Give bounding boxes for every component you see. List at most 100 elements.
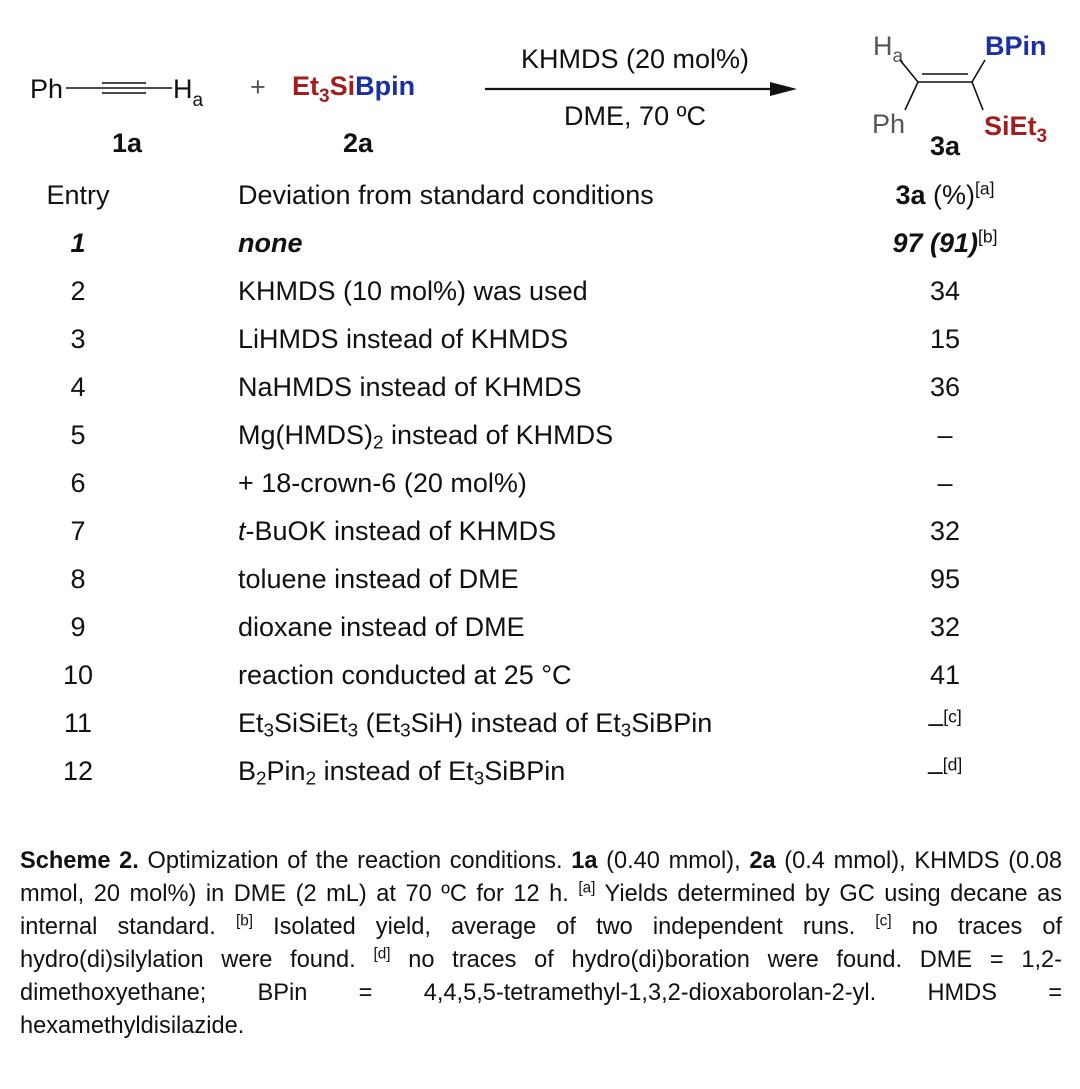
entry-number: 8 (70, 564, 86, 594)
yield-number: – (937, 468, 953, 498)
yield-value: 36 (860, 372, 1030, 403)
caption-text: no traces of hydro(di)boration were foun… (20, 947, 1063, 1039)
yield-value: –[d] (860, 756, 1030, 787)
scheme-caption: Scheme 2. Optimization of the reaction c… (20, 845, 1062, 1043)
yield-value: 32 (860, 612, 1030, 643)
entry-number: 1 (70, 228, 86, 258)
caption-text: (0.4 mmol), KHMDS (0.08 mmol, 20 mol%) i… (20, 848, 1062, 907)
deviation-text: dioxane instead of DME (238, 612, 525, 643)
header-entry: Entry (46, 180, 110, 210)
subscript: 2 (256, 768, 267, 790)
deviation-text: none (238, 228, 303, 259)
compound-label-3a: 3a (930, 131, 961, 161)
text-segment: SiH) instead of Et (410, 708, 621, 738)
table-row: 8 toluene instead of DME 95 (0, 564, 1080, 612)
bold-text: Scheme 2. (20, 848, 139, 874)
deviation-text: B2Pin2 instead of Et3SiBPin (238, 756, 566, 790)
footnote-mark: [c] (875, 912, 892, 930)
product-siet3: SiEt3 (984, 111, 1047, 147)
yield-value: 95 (860, 564, 1030, 595)
entry-number: 6 (70, 468, 86, 498)
plus-sign: + (250, 72, 266, 102)
entry-number: 12 (62, 756, 94, 786)
reactant2-formula: Et3SiBpin (292, 71, 415, 107)
yield-value: 32 (860, 516, 1030, 547)
table-row: 5 Mg(HMDS)2 instead of KHMDS – (0, 420, 1080, 468)
table-header: Entry Deviation from standard conditions… (0, 180, 1080, 228)
reaction-scheme: Ph Ha 1a + Et3SiBpin 2a KHMDS (20 mol%) … (30, 31, 1047, 161)
yield-number: 95 (929, 564, 961, 594)
subscript: 3 (263, 720, 275, 742)
caption-text: (0.40 mmol), (597, 848, 750, 874)
yield-number: – (928, 708, 944, 738)
text-segment: instead of KHMDS (383, 420, 614, 450)
table-row: 12 B2Pin2 instead of Et3SiBPin –[d] (0, 756, 1080, 804)
yield-number: 36 (929, 372, 961, 402)
yield-value: 97 (91)[b] (860, 228, 1030, 259)
table-row: 11 Et3SiSiEt3 (Et3SiH) instead of Et3SiBP… (0, 708, 1080, 756)
deviation-text: toluene instead of DME (238, 564, 519, 595)
subscript: 3 (620, 720, 632, 742)
text-segment: SiBPin (484, 756, 566, 786)
entry-number: 4 (70, 372, 86, 402)
header-yield: 3a (%)[a] (895, 178, 995, 210)
text-segment: Pin (266, 756, 306, 786)
italic-text: t (238, 516, 246, 546)
yield-number: 41 (929, 660, 961, 690)
footnote-mark: [a] (578, 879, 596, 897)
caption-text: Isolated yield, average of two independe… (252, 914, 876, 940)
subscript: 2 (305, 768, 317, 790)
yield-value: 41 (860, 660, 1030, 691)
footnote-mark: [b] (978, 226, 998, 247)
text-segment: toluene instead of DME (238, 564, 519, 594)
text-segment: + 18-crown-6 (20 mol%) (238, 468, 527, 498)
table-row: 6 + 18-crown-6 (20 mol%) – (0, 468, 1080, 516)
product-bpin: BPin (985, 31, 1047, 61)
text-segment: none (238, 228, 303, 258)
reaction-arrow (485, 82, 797, 96)
deviation-text: KHMDS (10 mol%) was used (238, 276, 588, 307)
compound-label-2a: 2a (343, 128, 374, 158)
text-segment: -BuOK instead of KHMDS (245, 516, 557, 546)
caption-text: Optimization of the reaction conditions. (138, 848, 572, 874)
text-segment: B (238, 756, 257, 786)
deviation-text: NaHMDS instead of KHMDS (238, 372, 582, 403)
entry-number: 11 (63, 708, 93, 738)
text-segment: dioxane instead of DME (238, 612, 525, 642)
subscript: 3 (400, 720, 411, 742)
yield-number: – (927, 756, 943, 786)
deviation-text: + 18-crown-6 (20 mol%) (238, 468, 527, 499)
bold-text: 2a (749, 848, 776, 874)
table-row: 4 NaHMDS instead of KHMDS 36 (0, 372, 1080, 420)
table-row: 7 t-BuOK instead of KHMDS 32 (0, 516, 1080, 564)
text-segment: SiSiEt (274, 708, 348, 738)
footnote-mark: [d] (373, 945, 391, 963)
caption-text: Yields determined by GC using decane as … (20, 881, 1062, 940)
reactant1-h: Ha (173, 74, 204, 111)
yield-number: 15 (929, 324, 961, 354)
entry-number: 3 (70, 324, 86, 354)
deviation-text: Mg(HMDS)2 instead of KHMDS (238, 420, 614, 454)
text-segment: instead of Et (316, 756, 474, 786)
reactant1-ph: Ph (30, 74, 63, 104)
deviation-text: LiHMDS instead of KHMDS (238, 324, 568, 355)
text-segment: SiBPin (631, 708, 713, 738)
subscript: 3 (473, 768, 485, 790)
text-segment: NaHMDS instead of KHMDS (238, 372, 582, 402)
entry-number: 10 (62, 660, 94, 690)
yield-number: 34 (929, 276, 961, 306)
footnote-mark: [d] (942, 754, 963, 775)
conditions-solvent-temp: DME, 70 ºC (564, 101, 706, 131)
compound-label-1a: 1a (112, 128, 143, 158)
text-segment: reaction conducted at 25 °C (238, 660, 572, 690)
deviation-text: Et3SiSiEt3 (Et3SiH) instead of Et3SiBPin (238, 708, 713, 742)
table-row: 1 none 97 (91)[b] (0, 228, 1080, 276)
deviation-text: reaction conducted at 25 °C (238, 660, 572, 691)
table-row: 9 dioxane instead of DME 32 (0, 612, 1080, 660)
footnote-mark: [b] (235, 912, 253, 930)
subscript: 2 (373, 432, 384, 454)
header-deviation: Deviation from standard conditions (238, 180, 654, 210)
yield-number: – (937, 420, 953, 450)
yield-value: 15 (860, 324, 1030, 355)
